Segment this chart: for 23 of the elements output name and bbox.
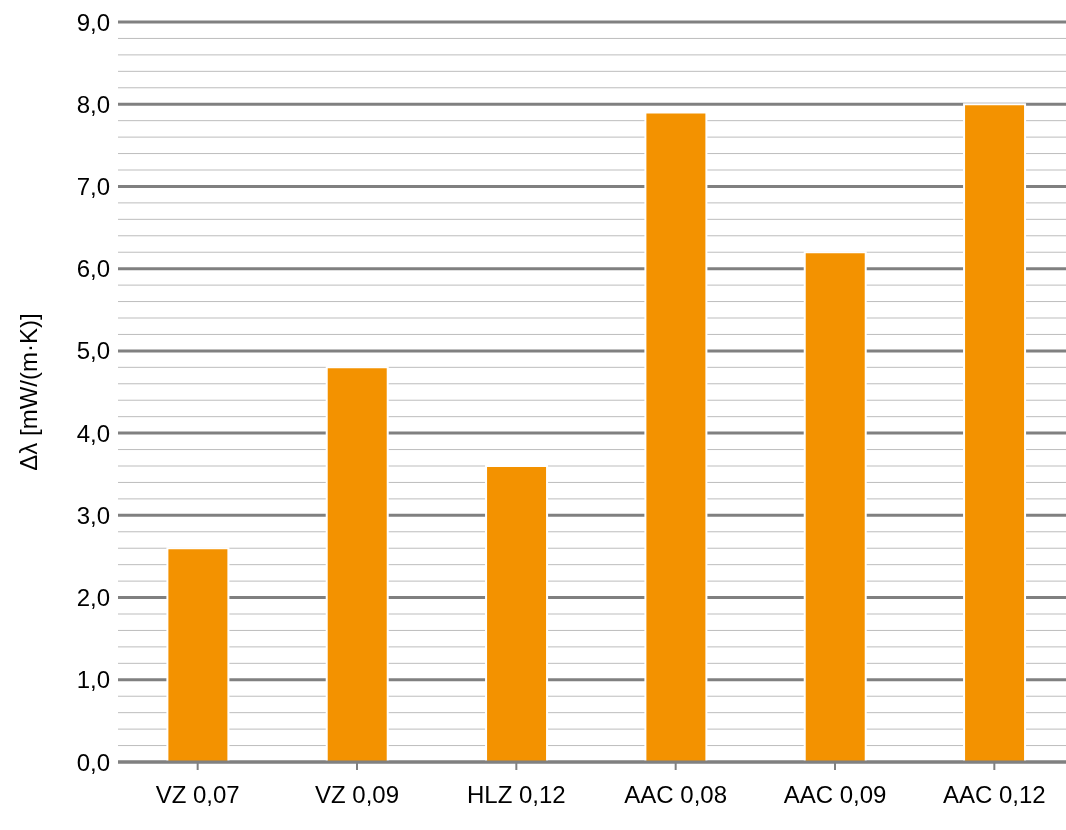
x-tick-label: VZ 0,07 [155, 781, 240, 809]
x-tick-label: AAC 0,12 [942, 781, 1046, 809]
y-tick-label: 5,0 [76, 337, 110, 365]
x-tick-label: HLZ 0,12 [466, 781, 566, 809]
y-tick-label: 3,0 [76, 501, 110, 529]
bar [803, 251, 867, 762]
y-tick-label: 7,0 [76, 172, 110, 200]
bar [644, 111, 708, 762]
y-tick-label: 4,0 [76, 419, 110, 447]
y-tick-label: 6,0 [76, 255, 110, 283]
y-tick-label: 0,0 [76, 748, 110, 776]
y-axis-title: Δλ [mW/(m·K)] [14, 313, 42, 471]
bar [166, 547, 230, 762]
x-tick-label: VZ 0,09 [314, 781, 400, 809]
bar [325, 366, 389, 762]
y-tick-label: 9,0 [76, 8, 110, 36]
y-tick-label: 8,0 [76, 90, 110, 118]
y-tick-label: 2,0 [76, 584, 110, 612]
bar [485, 465, 549, 762]
x-tick-label: AAC 0,08 [624, 781, 728, 809]
x-tick-label: AAC 0,09 [783, 781, 887, 809]
y-tick-label: 1,0 [76, 666, 110, 694]
bar [963, 103, 1027, 762]
